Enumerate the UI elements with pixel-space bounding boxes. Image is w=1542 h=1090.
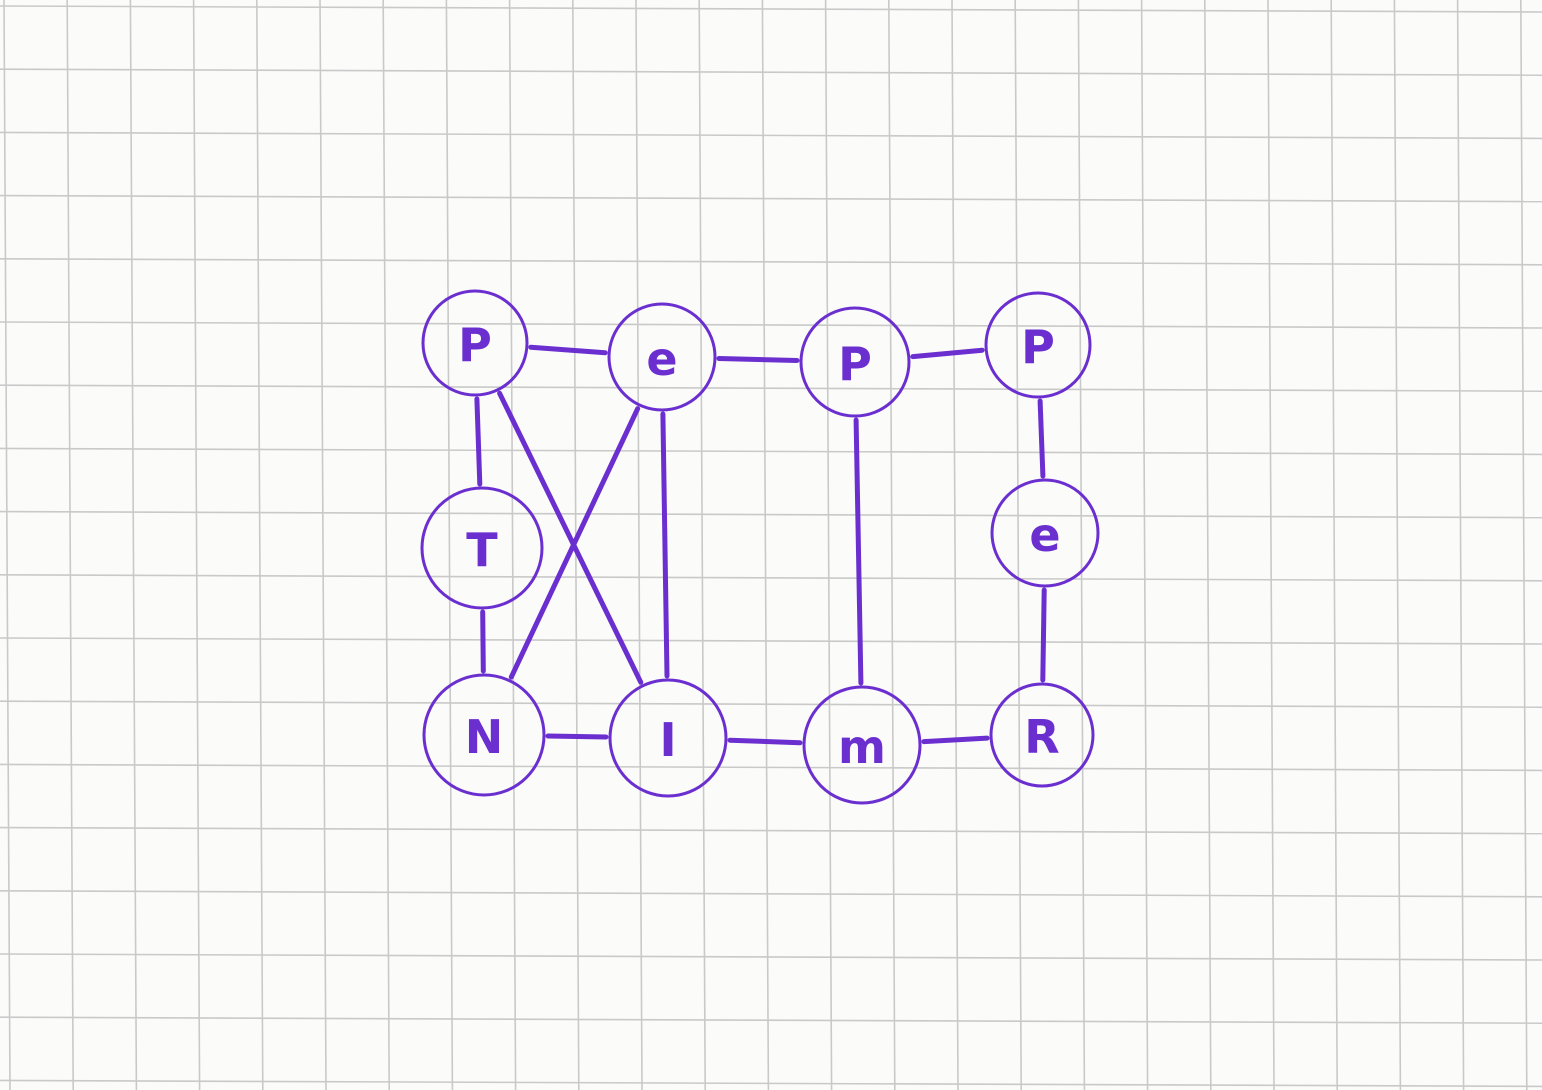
node-circle bbox=[422, 673, 546, 797]
grid-line-vertical bbox=[761, 0, 770, 1090]
node-label: e bbox=[1029, 508, 1060, 562]
grid-line-horizontal bbox=[0, 5, 1542, 13]
grid-line-vertical bbox=[1393, 0, 1402, 1090]
node-label: e bbox=[646, 332, 677, 386]
node-label: P bbox=[838, 337, 872, 391]
node-n1: P bbox=[421, 289, 529, 397]
node-n7: N bbox=[422, 673, 546, 797]
edge-n6-n10 bbox=[1040, 587, 1047, 683]
node-label: I bbox=[659, 713, 676, 767]
grid-line-vertical bbox=[1140, 0, 1149, 1090]
grid-line-vertical bbox=[66, 0, 74, 1090]
grid-line-vertical bbox=[635, 0, 643, 1090]
edge-n1-n2 bbox=[528, 344, 608, 356]
grid-line-horizontal bbox=[0, 763, 1542, 772]
edge-n7-n8 bbox=[545, 733, 609, 740]
node-label: T bbox=[466, 523, 498, 577]
node-n8: I bbox=[608, 678, 728, 798]
node-circle bbox=[799, 306, 911, 418]
edge-n2-n7 bbox=[508, 406, 641, 680]
node-circle bbox=[990, 478, 1100, 588]
grid-line-vertical bbox=[445, 0, 454, 1090]
grid-line-vertical bbox=[255, 0, 264, 1090]
node-n9: m bbox=[802, 685, 922, 805]
grid-line-horizontal bbox=[0, 68, 1542, 76]
grid-line-vertical bbox=[698, 0, 707, 1090]
grid-line-vertical bbox=[1520, 0, 1528, 1090]
edge-n8-n9 bbox=[727, 737, 803, 746]
grid-line-horizontal bbox=[0, 257, 1542, 266]
node-circle bbox=[608, 678, 728, 798]
graph-edges bbox=[474, 344, 1047, 746]
edge-n1-n8 bbox=[497, 390, 644, 685]
edge-n9-n10 bbox=[921, 735, 990, 745]
grid-line-horizontal bbox=[0, 889, 1542, 898]
grid-line-vertical bbox=[1267, 0, 1275, 1090]
grid-line-vertical bbox=[951, 0, 959, 1090]
grid-line-horizontal bbox=[0, 573, 1542, 582]
grid-line-vertical bbox=[129, 0, 138, 1090]
grid-line-vertical bbox=[1456, 0, 1465, 1090]
node-n10: R bbox=[989, 682, 1095, 788]
node-n2: e bbox=[607, 302, 717, 412]
node-label: N bbox=[465, 710, 504, 764]
grid-line-vertical bbox=[887, 0, 896, 1090]
node-n4: P bbox=[984, 291, 1092, 399]
node-label: P bbox=[1021, 320, 1055, 374]
grid-line-vertical bbox=[382, 0, 391, 1090]
edge-n4-n6 bbox=[1037, 398, 1046, 479]
grid-line-horizontal bbox=[0, 637, 1542, 645]
grid-line-vertical bbox=[192, 0, 201, 1090]
grid-line-vertical bbox=[1014, 0, 1023, 1090]
grid-line-vertical bbox=[1204, 0, 1212, 1090]
grid-line-vertical bbox=[319, 0, 327, 1090]
node-circle bbox=[802, 685, 922, 805]
grid-line-horizontal bbox=[0, 384, 1542, 393]
grid-line-horizontal bbox=[0, 826, 1542, 835]
edge-n2-n8 bbox=[660, 411, 670, 679]
grid-line-horizontal bbox=[0, 131, 1542, 140]
node-circle bbox=[984, 291, 1092, 399]
node-n6: e bbox=[990, 478, 1100, 588]
edge-n1-n5 bbox=[474, 396, 483, 487]
edge-n3-n9 bbox=[853, 417, 864, 686]
grid-line-vertical bbox=[508, 0, 517, 1090]
edge-n5-n7 bbox=[480, 609, 486, 674]
grid-line-vertical bbox=[1077, 0, 1086, 1090]
node-n5: T bbox=[420, 486, 544, 610]
grid-line-vertical bbox=[3, 0, 11, 1090]
grid-line-horizontal bbox=[0, 1016, 1542, 1025]
node-circle bbox=[607, 302, 717, 412]
node-label: P bbox=[458, 318, 492, 372]
grid-line-horizontal bbox=[0, 1079, 1542, 1088]
node-circle bbox=[421, 289, 529, 397]
node-label: m bbox=[838, 720, 886, 774]
node-label: R bbox=[1024, 710, 1059, 764]
grid-line-horizontal bbox=[0, 447, 1542, 456]
grid-line-vertical bbox=[1330, 0, 1338, 1090]
grid-line-horizontal bbox=[0, 510, 1542, 519]
grid-line-horizontal bbox=[0, 321, 1542, 329]
edge-n2-n3 bbox=[716, 356, 800, 363]
grid-line-horizontal bbox=[0, 953, 1542, 961]
node-circle bbox=[989, 682, 1095, 788]
grid-line-vertical bbox=[824, 0, 833, 1090]
node-circle bbox=[420, 486, 544, 610]
node-n3: P bbox=[799, 306, 911, 418]
grid-line-horizontal bbox=[0, 700, 1542, 709]
grid-line-horizontal bbox=[0, 194, 1542, 203]
edge-n3-n4 bbox=[910, 347, 985, 360]
